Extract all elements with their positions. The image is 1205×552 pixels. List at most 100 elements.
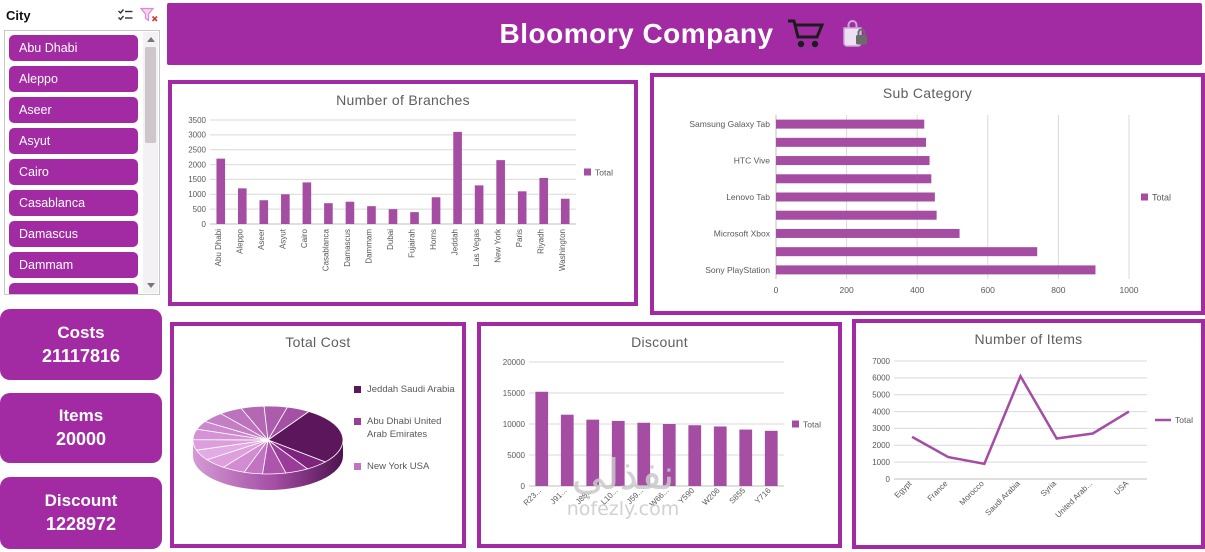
header-banner: Bloomory Company [167, 3, 1202, 65]
svg-text:J91...: J91... [548, 486, 568, 506]
grid-and-axis: 0 500 1000 1500 2000 2500 3000 3500 [188, 116, 576, 229]
city-item-damascus[interactable]: Damascus [9, 221, 138, 247]
scroll-up-arrow[interactable] [146, 37, 155, 42]
svg-text:1000: 1000 [188, 190, 206, 199]
city-item-casablanca[interactable]: Casablanca [9, 190, 138, 216]
sub-category-bar-chart: 0 200 400 600 800 1000 Samsung Galaxy Tab HTC V… [658, 107, 1197, 309]
kpi-value: 1228972 [45, 514, 117, 534]
svg-text:Aleppo: Aleppo [235, 228, 244, 253]
legend-swatch [354, 418, 361, 426]
legend-label: Jeddah Saudi Arabia [367, 384, 455, 395]
svg-text:L10...: L10... [599, 486, 620, 507]
x-axis-labels: R23... J91... J88... L10... J59... W66... Y590… [522, 486, 773, 509]
svg-text:1000: 1000 [872, 458, 890, 467]
svg-text:600: 600 [981, 285, 995, 295]
legend: Total [1141, 193, 1171, 203]
svg-text:Aseer: Aseer [257, 229, 266, 250]
pie-legend-item: New York USA [354, 461, 458, 473]
svg-text:500: 500 [193, 205, 207, 214]
svg-text:0: 0 [521, 482, 526, 491]
line-series [911, 373, 1130, 466]
city-item-aseer[interactable]: Aseer [9, 97, 138, 123]
svg-text:15000: 15000 [503, 389, 526, 398]
discount-bar-chart: 0 5000 10000 15000 20000 R23... J91... J88... L1… [485, 356, 834, 542]
svg-text:200: 200 [840, 285, 854, 295]
svg-text:Lenovo Tab: Lenovo Tab [726, 192, 770, 202]
pie-slices [192, 405, 344, 475]
svg-text:Las Vegas: Las Vegas [472, 229, 481, 266]
svg-text:Cairo: Cairo [300, 228, 309, 248]
svg-text:Sony PlayStation: Sony PlayStation [705, 265, 770, 275]
svg-text:France: France [926, 479, 950, 503]
svg-text:Syria: Syria [1039, 479, 1059, 499]
kpi-card-costs: Costs 21117816 [0, 309, 162, 380]
svg-text:Paris: Paris [515, 229, 524, 247]
city-item-abu-dhabi[interactable]: Abu Dhabi [9, 35, 138, 61]
multi-select-icon[interactable] [117, 7, 134, 23]
svg-text:J59...: J59... [625, 486, 645, 506]
svg-text:Fujairah: Fujairah [408, 229, 417, 258]
chart-title: Total Cost [285, 334, 351, 350]
pie-legend-item: Jeddah Saudi Arabia [354, 384, 458, 396]
city-items: Abu Dhabi Aleppo Aseer Asyut Cairo Casablanca… [9, 35, 138, 294]
bar-chart-svg: 0 500 1000 1500 2000 2500 3000 3500 Abu Dhabi Ale… [188, 116, 613, 271]
legend-swatch [354, 386, 361, 393]
svg-text:10000: 10000 [503, 420, 526, 429]
city-item-dammam[interactable]: Dammam [9, 252, 138, 278]
hbar-chart-svg: 0 200 400 600 800 1000 Samsung Galaxy Tab HTC V… [689, 115, 1171, 295]
legend-swatch [354, 463, 361, 471]
svg-text:Asyut: Asyut [278, 228, 287, 249]
chart-title: Number of Branches [336, 92, 470, 108]
svg-text:Samsung Galaxy Tab: Samsung Galaxy Tab [689, 119, 770, 129]
legend: Total [1155, 415, 1193, 425]
svg-text:1500: 1500 [188, 175, 206, 184]
svg-text:7000: 7000 [872, 357, 890, 366]
city-item-asyut[interactable]: Asyut [9, 128, 138, 154]
pie-plot [178, 374, 360, 531]
svg-text:Dubai: Dubai [386, 229, 395, 250]
chart-title: Number of Items [974, 331, 1083, 347]
svg-text:Riyadh: Riyadh [537, 229, 546, 254]
chart-title: Sub Category [882, 85, 973, 101]
svg-text:20000: 20000 [503, 358, 526, 367]
svg-text:800: 800 [1051, 285, 1065, 295]
branches-bar-chart: 0 500 1000 1500 2000 2500 3000 3500 Abu Dhabi Ale… [176, 114, 630, 300]
line-chart-svg: 0 1000 2000 3000 4000 5000 6000 7000 Egypt France… [872, 357, 1193, 520]
clear-filter-icon[interactable] [140, 7, 158, 23]
svg-text:0: 0 [774, 285, 779, 295]
svg-text:6000: 6000 [872, 374, 890, 383]
city-list: Abu Dhabi Aleppo Aseer Asyut Cairo Casablanca… [4, 30, 160, 295]
svg-text:Total: Total [595, 168, 613, 178]
svg-text:Jeddah: Jeddah [451, 229, 460, 255]
svg-text:Abu Dhabi: Abu Dhabi [214, 229, 223, 267]
cart-icon [787, 19, 824, 48]
svg-text:HTC Vive: HTC Vive [734, 156, 770, 166]
chart-title: Discount [631, 334, 688, 350]
pie-legend: Jeddah Saudi Arabia Abu Dhabi United Arab… [354, 384, 458, 473]
city-item-partial[interactable] [9, 283, 138, 294]
city-item-cairo[interactable]: Cairo [9, 159, 138, 185]
scroll-down-arrow[interactable] [146, 283, 155, 288]
scroll-thumb[interactable] [145, 47, 156, 143]
svg-text:5000: 5000 [507, 451, 525, 460]
svg-text:1000: 1000 [1120, 285, 1139, 295]
svg-text:2000: 2000 [188, 160, 206, 169]
svg-text:Microsoft Xbox: Microsoft Xbox [714, 228, 771, 238]
svg-text:Egypt: Egypt [893, 479, 914, 500]
svg-text:Washington: Washington [558, 229, 567, 271]
svg-text:400: 400 [910, 285, 924, 295]
kpi-value: 21117816 [41, 345, 121, 366]
kpi-card-items: Items 20000 [0, 393, 162, 463]
svg-text:3000: 3000 [872, 424, 890, 433]
card-discount: Discount 0 5000 10000 15000 20000 R23... J91..… [477, 322, 842, 548]
legend: Total [584, 168, 613, 178]
svg-text:Morocco: Morocco [958, 479, 986, 507]
svg-text:USA: USA [1112, 479, 1130, 497]
city-item-aleppo[interactable]: Aleppo [9, 66, 138, 92]
scrollbar[interactable] [143, 32, 158, 293]
card-number-of-branches: Number of Branches 0 500 1000 1500 2000 2500 3… [168, 80, 638, 306]
legend-label: Abu Dhabi United Arab Emirates [367, 416, 442, 440]
bar-series [535, 391, 778, 486]
slicer-icons [117, 7, 158, 23]
kpi-label: Discount [44, 491, 118, 510]
